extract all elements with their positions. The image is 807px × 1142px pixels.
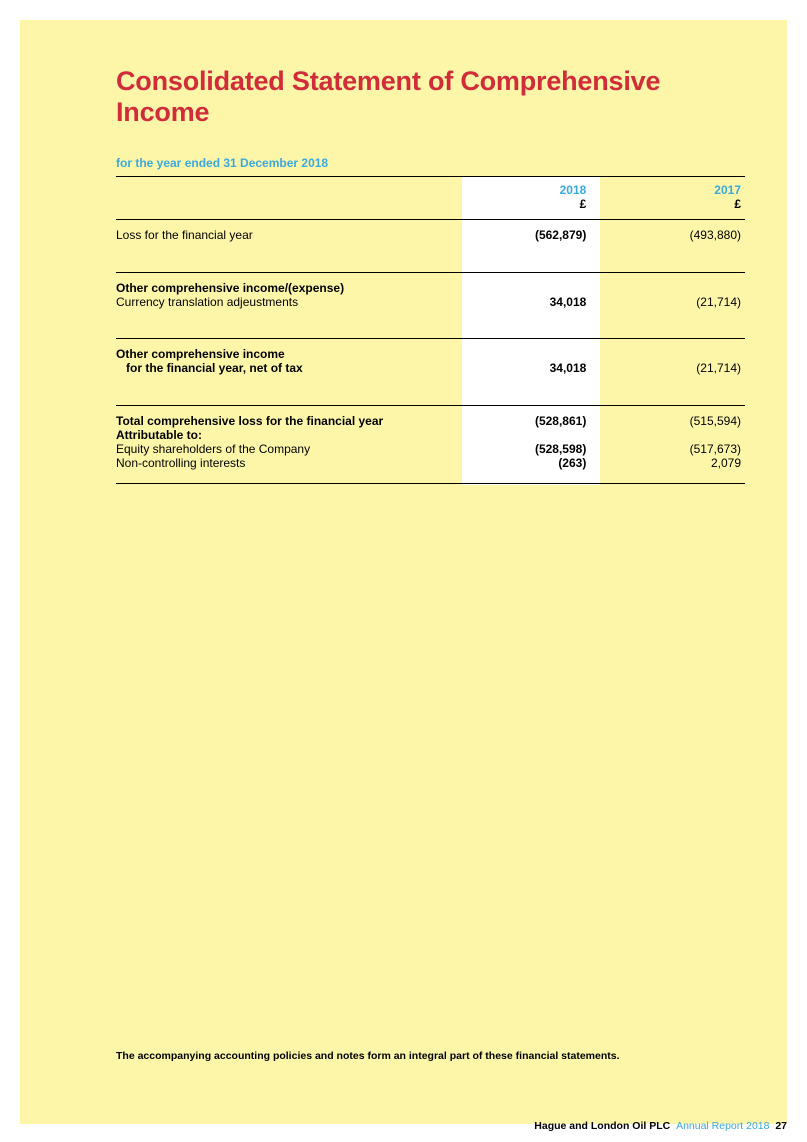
footer-page-number: 27	[775, 1120, 787, 1132]
row-loss-label: Loss for the financial year	[116, 220, 462, 250]
col-header-2017: 2017	[600, 183, 745, 197]
footer-company: Hague and London Oil PLC	[534, 1120, 670, 1132]
row-fx-2018: 34,018	[462, 295, 600, 317]
comprehensive-income-table: 2018 2017 £ £ Loss for the financial yea…	[116, 176, 745, 484]
row-oci-header: Other comprehensive income/(expense)	[116, 273, 462, 295]
row-oci-net-label: for the financial year, net of tax	[116, 361, 303, 375]
page-footer: Hague and London Oil PLC Annual Report 2…	[534, 1120, 787, 1132]
period-subtitle: for the year ended 31 December 2018	[116, 156, 745, 170]
row-loss-2017: (493,880)	[600, 220, 745, 250]
row-fx-2017: (21,714)	[600, 295, 745, 317]
report-page: Consolidated Statement of Comprehensive …	[20, 20, 787, 1124]
row-fx-label: Currency translation adjeustments	[116, 295, 462, 317]
footer-report: Annual Report 2018	[676, 1120, 769, 1132]
col-currency-2017: £	[600, 197, 745, 220]
row-nci-2017: 2,079	[600, 456, 745, 478]
row-equity-label: Equity shareholders of the Company	[116, 442, 462, 456]
row-total-2018: (528,861)	[462, 406, 600, 428]
row-nci-2018: (263)	[462, 456, 600, 478]
footnote-text: The accompanying accounting policies and…	[116, 1050, 620, 1062]
row-total-label: Total comprehensive loss for the financi…	[116, 406, 462, 428]
col-currency-2018: £	[462, 197, 600, 220]
row-attr-label: Attributable to:	[116, 428, 462, 442]
row-loss-2018: (562,879)	[462, 220, 600, 250]
col-header-2018: 2018	[462, 183, 600, 197]
row-nci-label: Non-controlling interests	[116, 456, 462, 478]
row-oci-net-2017: (21,714)	[600, 361, 745, 383]
row-oci-net-2018: 34,018	[462, 361, 600, 383]
row-oci-net-header: Other comprehensive income	[116, 339, 462, 361]
page-title: Consolidated Statement of Comprehensive …	[116, 66, 745, 128]
row-equity-2018: (528,598)	[462, 442, 600, 456]
row-equity-2017: (517,673)	[600, 442, 745, 456]
row-total-2017: (515,594)	[600, 406, 745, 428]
